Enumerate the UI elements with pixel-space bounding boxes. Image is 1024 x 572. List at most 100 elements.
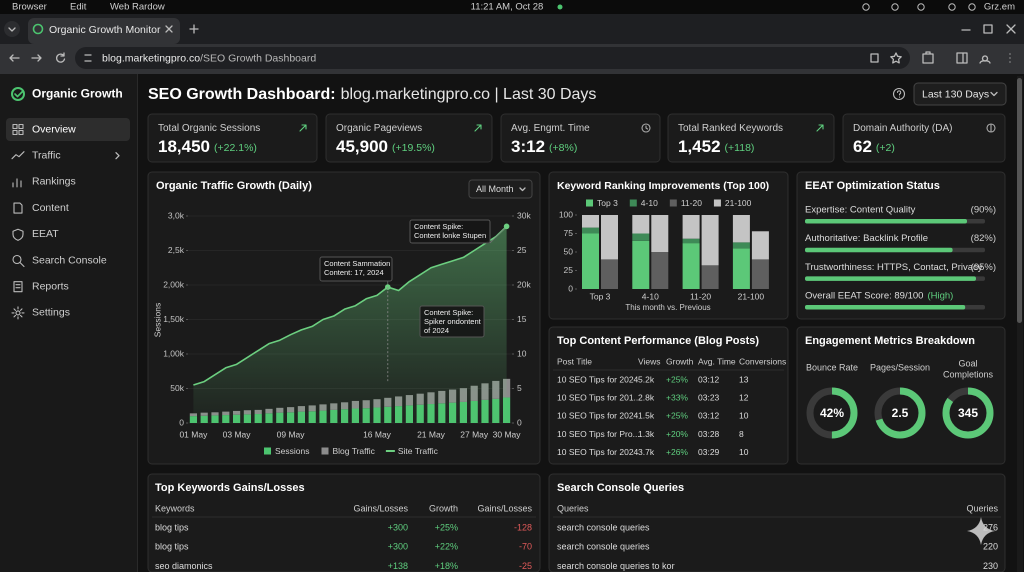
eeat-percent: (82%) [971, 233, 996, 244]
y-tick-label: 1,00k [163, 348, 185, 358]
table-cell: 13 [739, 374, 749, 384]
table-cell: -128 [514, 522, 532, 532]
kpi-change: (+22.1%) [214, 142, 257, 154]
nav-icon [13, 281, 23, 293]
tab-close[interactable] [165, 25, 173, 33]
bar-segment [701, 265, 719, 289]
y2-tick-label: 25 [517, 245, 527, 255]
kpi-icon [816, 124, 824, 132]
kpi-label: Avg. Engmt. Time [511, 123, 590, 134]
table-cell: 10 [739, 411, 749, 421]
toolbar-icon[interactable] [922, 51, 934, 64]
annotation-box [409, 219, 491, 244]
tab-list-button[interactable] [4, 21, 20, 37]
y-tick-label: 0 [568, 283, 573, 293]
progress-bar [805, 219, 967, 224]
os-menu[interactable]: Edit [70, 2, 87, 13]
nav-chevron [115, 152, 120, 160]
kpi-icon [641, 123, 651, 133]
nav-icon [11, 151, 25, 160]
legend-label: 4-10 [641, 198, 658, 208]
kpi-value: 1,452 [678, 137, 721, 156]
eeat-label: Authoritative: Backlink Profile [805, 233, 928, 244]
reload-button[interactable] [56, 52, 66, 63]
os-icon[interactable] [948, 3, 956, 11]
os-menu[interactable]: Browser [12, 2, 47, 13]
back-button[interactable] [9, 54, 20, 62]
panel-title: Search Console Queries [557, 482, 684, 494]
y2-tick-label: 30k [517, 210, 531, 220]
scrollbar-thumb[interactable] [1017, 78, 1022, 323]
kpi-card [500, 113, 661, 163]
sidebar [0, 74, 137, 572]
legend-swatch [264, 447, 271, 455]
y2-tick-label: 0 [517, 417, 522, 427]
table-header: Keywords [155, 503, 195, 513]
legend-swatch [713, 199, 721, 207]
panel [796, 326, 1006, 465]
kpi-card [325, 113, 493, 163]
forward-button[interactable] [31, 54, 42, 62]
status-dot [557, 4, 563, 10]
y-tick-label: 0 [179, 417, 184, 427]
nav-item[interactable]: EEAT [32, 228, 59, 240]
os-icon[interactable] [862, 3, 870, 11]
table-cell: +300 [388, 522, 408, 532]
nav-item[interactable]: Content [32, 202, 69, 214]
nav-item[interactable]: Search Console [32, 254, 107, 266]
donut-arc [806, 387, 858, 439]
brand-name: Organic Growth [32, 87, 123, 101]
y-tick-label: 100 [559, 209, 573, 219]
annotation-text: Content Sammation [324, 259, 390, 268]
toolbar-icon[interactable] [956, 52, 968, 64]
kpi-change: (+118) [725, 142, 755, 154]
annotation-leader [489, 226, 507, 244]
chart-filter[interactable] [468, 179, 533, 199]
window-close[interactable] [1006, 24, 1016, 34]
kpi-icon [474, 124, 482, 132]
os-icon[interactable] [891, 3, 899, 11]
table-cell: blog tips [155, 522, 189, 532]
tab-title[interactable]: Organic Growth Monitor [49, 24, 161, 36]
table-cell: 10 SEO Tips for 201... [557, 392, 641, 402]
os-user: Grz.em [984, 2, 1015, 13]
panel [548, 326, 789, 465]
y2-tick-label: 5 [517, 383, 522, 393]
url-field[interactable] [75, 47, 910, 69]
nav-item[interactable]: Overview [32, 123, 76, 135]
table-cell: search console queries to kor [557, 561, 675, 571]
nav-item[interactable]: Rankings [32, 176, 76, 188]
legend-swatch [629, 199, 637, 207]
nav-item[interactable]: Traffic [32, 149, 61, 161]
toolbar-icon[interactable] [979, 55, 991, 64]
y2-tick-label: 20k [517, 279, 531, 289]
nav-item[interactable]: Reports [32, 280, 69, 292]
toolbar-icon[interactable] [890, 52, 902, 64]
toolbar-icon[interactable] [870, 53, 879, 63]
panel [548, 473, 1006, 572]
new-tab[interactable] [189, 24, 199, 34]
os-icon[interactable] [917, 3, 925, 11]
range-dropdown[interactable] [913, 82, 1007, 106]
annotation-text: Spiker ondontent [424, 317, 482, 326]
tab[interactable] [28, 18, 180, 44]
table-cell: +138 [388, 561, 408, 571]
table-header: Gains/Losses [353, 503, 408, 513]
y2-tick-label: 10 [517, 348, 527, 358]
table-cell: +25% [666, 411, 688, 421]
bar-segment [732, 215, 750, 243]
help-icon[interactable] [892, 87, 906, 101]
nav-item[interactable]: Settings [32, 307, 70, 319]
bar-segment [632, 233, 650, 241]
table-cell: +300 [388, 542, 408, 552]
panel-title: Top Content Performance (Blog Posts) [557, 335, 759, 347]
os-icon[interactable] [968, 3, 976, 11]
table-cell: 10 SEO Tips for 2024 [557, 411, 639, 421]
page-subtitle: blog.marketingpro.co | Last 30 Days [341, 86, 597, 103]
y-tick-label: 50 [564, 246, 574, 256]
os-menu[interactable]: Web Rardow [110, 2, 165, 13]
table-cell: 1.3k [638, 429, 655, 439]
chevron-icon [8, 27, 16, 32]
panel [147, 473, 541, 572]
window-maximize[interactable] [983, 24, 993, 34]
